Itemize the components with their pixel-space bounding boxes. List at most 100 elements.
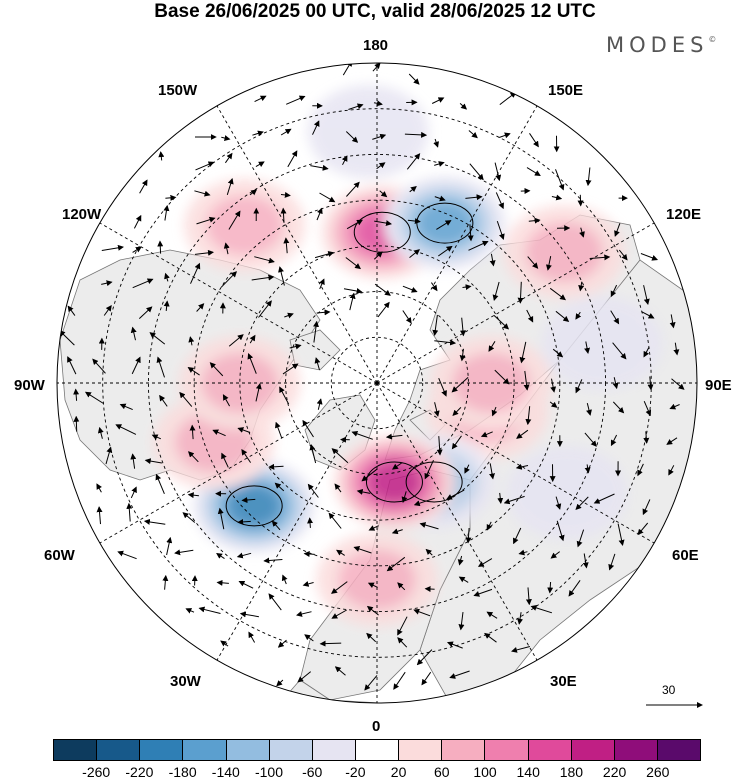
lon-label-150w: 150W (158, 82, 198, 99)
wind-vector (612, 377, 619, 390)
reference-vector-label: 30 (662, 683, 676, 697)
wind-vector (637, 463, 644, 477)
wind-vector (190, 262, 201, 284)
wind-vector (434, 339, 457, 346)
wind-vector (280, 207, 287, 223)
wind-vector (159, 394, 168, 407)
wind-vector (367, 582, 378, 589)
wind-vector (462, 284, 472, 291)
wind-vector (673, 342, 680, 356)
wind-vector (438, 245, 453, 257)
wind-vector (331, 448, 349, 464)
wind-vector (451, 377, 469, 393)
wind-vector (637, 522, 649, 536)
wind-vector (578, 281, 585, 292)
wind-vector (491, 406, 498, 417)
wind-vector (341, 155, 348, 166)
wind-vector (97, 426, 104, 439)
wind-vector (575, 496, 589, 511)
wind-vector (451, 435, 462, 450)
anomaly-blob (525, 222, 603, 282)
wind-vector (217, 507, 225, 530)
wind-vector (477, 558, 493, 567)
wind-vector (518, 549, 528, 556)
wind-vector (133, 214, 142, 229)
wind-vector (459, 103, 468, 110)
wind-vector (297, 671, 312, 683)
anomaly-blob (506, 445, 628, 540)
wind-vector (469, 163, 484, 181)
wind-vector (228, 334, 244, 347)
wind-vector (529, 133, 539, 148)
wind-vector (268, 463, 284, 470)
wind-vector (556, 520, 565, 542)
wind-vector (555, 310, 570, 323)
colorbar-cell (527, 740, 571, 760)
wind-vector (517, 281, 524, 304)
wind-vector (407, 218, 421, 225)
wind-vector (296, 611, 312, 617)
wind-vector (224, 152, 233, 164)
colorbar (53, 739, 701, 761)
anomaly-contour (365, 461, 423, 503)
wind-vector (385, 433, 403, 440)
wind-vector (489, 253, 496, 267)
wind-vector (416, 649, 433, 666)
wind-vector (254, 256, 275, 264)
lon-label-120w: 120W (62, 206, 102, 223)
wind-vector (263, 557, 283, 564)
colorbar-cell (570, 740, 614, 760)
wind-vector (459, 317, 466, 337)
wind-vector (343, 288, 363, 294)
wind-vector (163, 204, 170, 221)
wind-vector (132, 246, 142, 253)
wind-vector (585, 167, 592, 187)
colorbar-cell (54, 740, 97, 760)
wind-vector (575, 379, 583, 394)
wind-vector (391, 462, 403, 470)
wind-vector (96, 483, 102, 493)
wind-vector (608, 553, 616, 571)
wind-vector (373, 100, 383, 107)
wind-vector (67, 305, 76, 316)
colorbar-cell (613, 740, 657, 760)
lon-label-90e: 90E (705, 377, 732, 394)
wind-vector (212, 429, 226, 437)
wind-vector (528, 217, 541, 224)
wind-vectors (59, 63, 685, 691)
wind-vector (254, 95, 267, 103)
wind-vector (593, 493, 615, 504)
anomaly-blob (541, 296, 663, 391)
wind-vector (430, 282, 438, 292)
colorbar-cell (311, 740, 355, 760)
colorbar-cell (441, 740, 485, 760)
wind-vector (666, 437, 678, 445)
wind-vector (551, 194, 563, 201)
lon-label-180: 180 (363, 37, 389, 54)
colorbar-tick-label: -140 (211, 764, 240, 780)
wind-vector (643, 285, 650, 305)
wind-vector (424, 459, 434, 480)
meridian-line (216, 105, 378, 384)
wind-vector (468, 130, 478, 139)
wind-vector (96, 506, 103, 525)
lon-label-30w: 30W (170, 673, 201, 690)
wind-vector (221, 135, 231, 141)
lon-label-150e: 150E (548, 82, 584, 99)
colorbar-tick-label: 220 (602, 764, 627, 780)
wind-vector (458, 612, 465, 631)
wind-vector (669, 314, 676, 329)
wind-vector (157, 240, 164, 254)
wind-vector (525, 587, 532, 606)
wind-vector (377, 301, 390, 318)
wind-vector (669, 403, 680, 410)
wind-vector (465, 194, 483, 201)
wind-vector (668, 465, 675, 476)
wind-vector (282, 363, 299, 375)
wind-vector (194, 190, 211, 197)
wind-vector (617, 523, 625, 546)
colorbar-tick-label: 180 (559, 764, 584, 780)
wind-vector (464, 464, 470, 474)
wind-vector (131, 356, 141, 375)
wind-vector (610, 284, 618, 298)
